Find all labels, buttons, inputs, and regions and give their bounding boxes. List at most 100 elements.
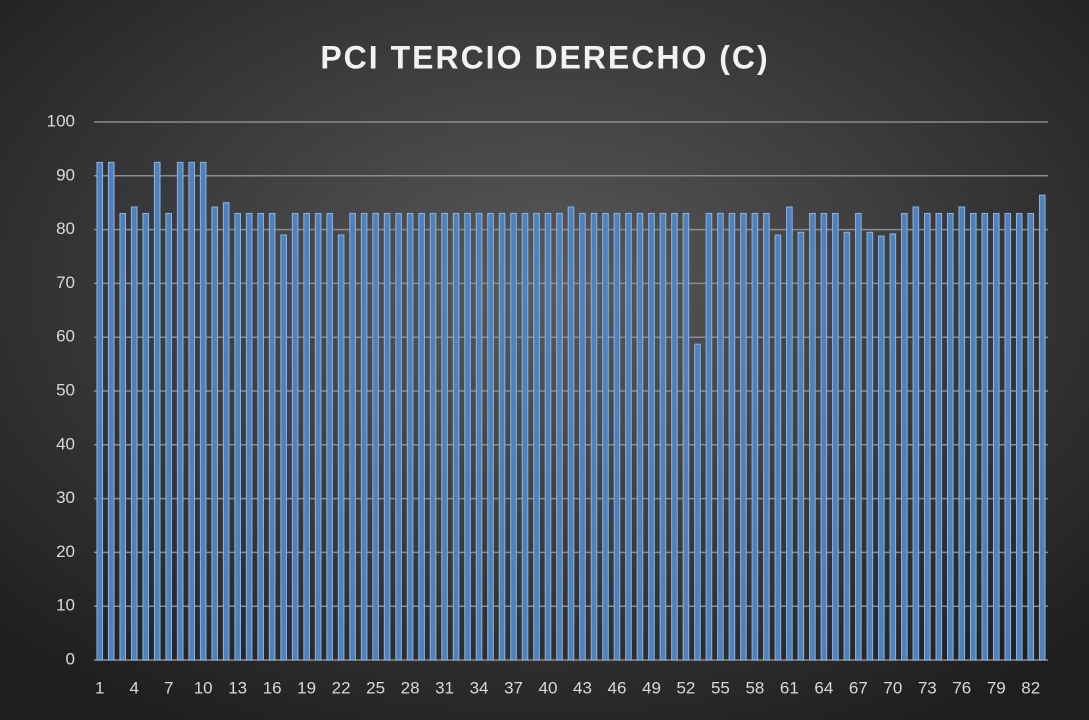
bar [498,212,506,661]
x-tick-label: 58 [745,678,764,697]
bar [441,212,448,661]
bar [406,212,414,661]
bar [510,212,517,661]
x-tick-label: 16 [263,678,282,697]
bar [96,161,104,661]
bar [935,212,943,661]
bar [763,212,770,661]
bar [682,212,690,661]
bar [613,212,621,661]
bar [602,212,609,661]
bar [418,212,425,661]
x-tick-label: 79 [987,678,1006,697]
bar [349,212,356,661]
y-tick-label: 90 [56,165,75,184]
bar [257,212,264,661]
x-tick-label: 4 [129,678,138,697]
y-tick-label: 60 [56,327,75,346]
bar [464,212,471,661]
bar [199,161,207,661]
x-tick-label: 76 [952,678,971,697]
bar [303,212,310,661]
bar [107,161,115,661]
bar [924,212,931,661]
bar [165,212,173,661]
x-tick-label: 7 [164,678,173,697]
bar [153,161,161,661]
bar [176,161,184,661]
bar [1015,212,1023,661]
x-tick-label: 25 [366,678,385,697]
bar [326,212,333,661]
x-tick-label: 70 [883,678,902,697]
bar [774,234,782,661]
x-tick-label: 1 [95,678,104,697]
bar [142,212,150,661]
bar [487,212,494,661]
bar [567,206,575,661]
bar [820,212,828,661]
bar [395,212,402,661]
bar [947,212,954,661]
x-tick-label: 19 [297,678,316,697]
bar [130,206,138,661]
bar [912,206,920,661]
x-tick-label: 22 [332,678,351,697]
bar [625,212,632,661]
bar [268,212,276,661]
x-tick-label: 55 [711,678,730,697]
bar [958,206,966,661]
bar [636,212,644,661]
bar [740,212,747,661]
bar [234,212,241,661]
bar [590,212,598,661]
y-tick-label: 80 [56,219,75,238]
bar [843,231,851,661]
x-tick-label: 28 [401,678,420,697]
bar [188,161,195,661]
bar [521,212,529,661]
bar [222,202,230,661]
x-tick-label: 52 [676,678,695,697]
y-tick-label: 0 [66,649,75,668]
y-tick-label: 50 [56,380,75,399]
bar [992,212,1000,661]
x-tick-label: 64 [814,678,833,697]
bar [533,212,540,661]
x-tick-label: 31 [435,678,454,697]
bar [314,212,322,661]
y-tick-label: 20 [56,542,75,561]
bar [556,212,563,661]
bar [475,212,483,661]
bar [291,212,299,661]
bar [1004,212,1012,661]
chart-title: PCI TERCIO DERECHO (C) [320,39,769,75]
bar [809,212,816,661]
bar [901,212,908,661]
y-tick-label: 30 [56,488,75,507]
bar [981,212,989,661]
x-tick-label: 37 [504,678,523,697]
bar [786,206,793,661]
bar [694,343,701,661]
bar [717,212,724,661]
bar [648,212,655,661]
bar [705,212,713,661]
bar [866,231,874,661]
bar [372,212,379,661]
y-tick-label: 10 [56,596,75,615]
bar [728,212,736,661]
y-tick-label: 40 [56,434,75,453]
bar [751,212,759,661]
x-tick-label: 49 [642,678,661,697]
bar [544,212,552,661]
x-tick-label: 43 [573,678,592,697]
bar [360,212,368,661]
x-tick-label: 34 [470,678,489,697]
x-tick-label: 61 [780,678,799,697]
bar [245,212,253,661]
bar [889,233,897,661]
bar [855,212,862,661]
x-tick-label: 73 [918,678,937,697]
